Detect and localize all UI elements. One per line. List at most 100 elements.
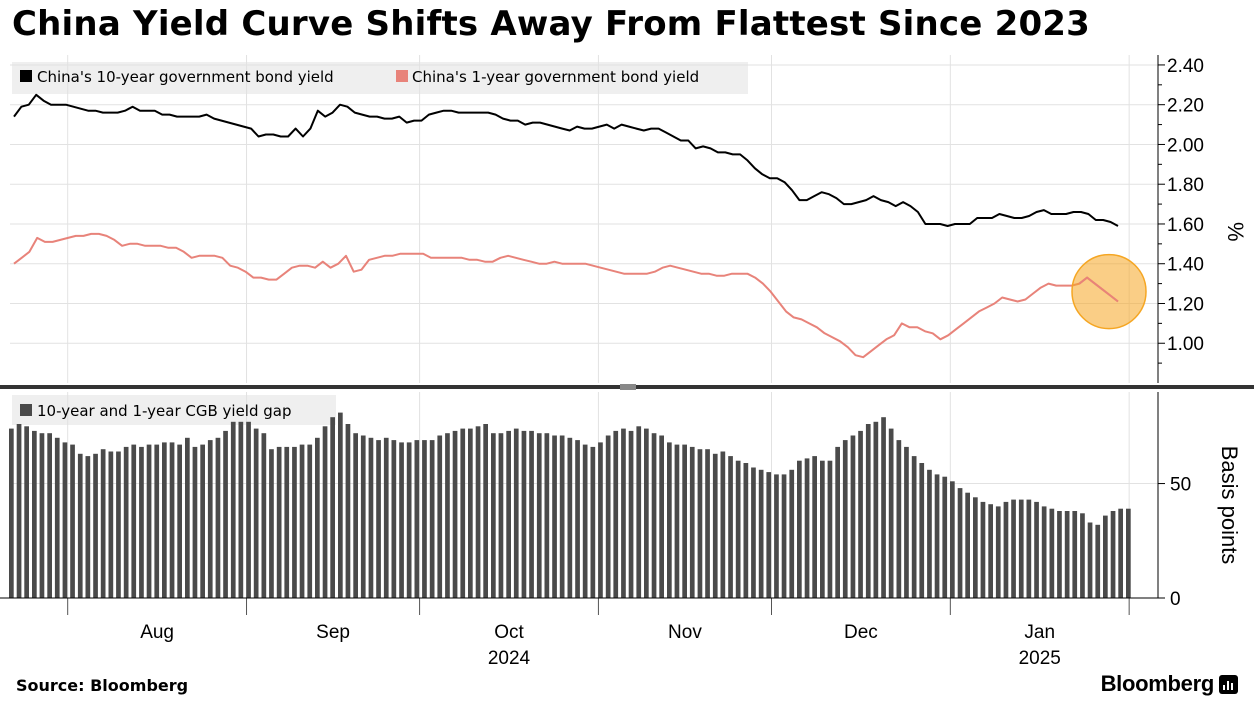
yield-gap-bar [253, 428, 259, 598]
x-tick-label: Aug [140, 622, 174, 643]
yield-gap-bar [827, 460, 833, 598]
yield-gap-bar [338, 412, 343, 598]
y-axis-title: % [1223, 222, 1248, 242]
yield-gap-bar [751, 467, 756, 598]
x-tick-label: Dec [844, 622, 878, 643]
yield-gap-bar [957, 488, 963, 598]
yield-gap-bar [705, 449, 710, 598]
yield-gap-bar [207, 440, 213, 598]
yield-gap-bar [605, 435, 611, 598]
yield-gap-bar [406, 442, 412, 598]
yield-gap-bar [383, 437, 389, 598]
yield-gap-bar [1041, 506, 1047, 598]
yield-gap-bar [261, 433, 267, 598]
highlight-circle [1071, 253, 1147, 330]
legend-label-one-year: China's 1-year government bond yield [412, 68, 699, 86]
one-year-yield-line [13, 232, 1119, 359]
x-year-label: 2024 [488, 648, 531, 669]
yield-gap-bar [483, 424, 488, 598]
yield-gap-bar [927, 469, 932, 598]
x-tick-label: Nov [668, 622, 702, 643]
yield-gap-bar [376, 440, 381, 598]
yield-gap-bar [988, 504, 993, 598]
gap-panel: 10-year and 1-year CGB yield gap [9, 402, 1131, 598]
yield-gap-bar [177, 444, 182, 598]
yield-gap-bar [200, 444, 205, 598]
yield-gap-bar [491, 433, 496, 598]
y-tick-label: 1.60 [1167, 215, 1204, 236]
yield-gap-bar [85, 456, 91, 598]
y-tick-label: 0 [1170, 589, 1181, 610]
yield-gap-bar [980, 501, 986, 598]
yield-gap-bar [613, 430, 619, 598]
yield-gap-bar [452, 430, 458, 598]
yield-gap-bar [774, 474, 779, 598]
bloomberg-wordmark: Bloomberg [1100, 671, 1215, 696]
yield-gap-bar [1011, 499, 1016, 598]
yield-gap-bar [238, 421, 244, 598]
y-tick-label: 1.40 [1167, 255, 1204, 276]
yield-gap-bar [682, 444, 687, 598]
yield-gap-bar [850, 435, 856, 598]
yield-gap-bar [24, 426, 29, 598]
yield-gap-bar [368, 437, 374, 598]
yield-gap-bar [651, 433, 657, 598]
yield-gap-bar [842, 440, 848, 598]
yield-gap-bar [911, 456, 917, 598]
yield-gap-bar [628, 430, 634, 598]
yield-gap-bar [552, 435, 557, 598]
bloomberg-logo-icon [1219, 675, 1238, 694]
yield-gap-bar [47, 433, 52, 598]
yield-gap-bar [1080, 513, 1085, 598]
yield-gap-bar [881, 417, 886, 598]
yield-gap-bar [230, 421, 236, 598]
axes: 2.40 2.20 2.00 1.80 1.60 1.40 1.20 1.00 50 0 Aug Se… [0, 55, 1254, 669]
yield-gap-bar [820, 460, 825, 598]
yield-gap-bar [506, 430, 511, 598]
y-axis-title: Basis points [1217, 446, 1242, 565]
yield-gap-bar [223, 430, 228, 598]
yield-gap-bar [429, 440, 435, 598]
yield-gap-bar [865, 424, 871, 598]
x-year-label: 2025 [1019, 648, 1061, 669]
yield-gap-bar [139, 446, 144, 598]
yield-gap-bar [276, 446, 282, 598]
yield-gap-bar [437, 435, 443, 598]
yield-gap-bar [674, 444, 680, 598]
y-tick-label: 2.20 [1167, 96, 1204, 117]
yield-gap-bar [32, 430, 37, 598]
x-tick-label: Jan [1024, 622, 1055, 643]
yield-gap-bar [414, 440, 420, 598]
yield-gap-bar [116, 451, 121, 598]
yield-gap-bar [896, 440, 902, 598]
yield-gap-bar [735, 460, 741, 598]
yield-gap-bar [100, 449, 106, 598]
yield-gap-bar [391, 440, 397, 598]
yield-gap-bar [582, 444, 588, 598]
y-tick-label: 2.40 [1167, 56, 1204, 77]
yield-gap-bar [1034, 501, 1039, 598]
yield-gap-bar [54, 437, 60, 598]
yield-gap-bar [9, 428, 14, 598]
legend-swatch-ten-year [20, 70, 32, 82]
yield-gap-bar [422, 440, 427, 598]
yield-gap-bar [919, 463, 925, 598]
yield-gap-bar [544, 433, 550, 598]
yield-gap-bar [345, 424, 351, 598]
legend-background [12, 62, 748, 94]
legend-swatch-yield-gap [20, 404, 32, 416]
yield-gap-bar [1018, 499, 1024, 598]
yield-gap-bar [812, 456, 817, 598]
yield-gap-bar [108, 451, 114, 598]
yield-gap-bar [934, 474, 940, 598]
yield-gap-bar [269, 449, 274, 598]
yield-gap-bar [1064, 511, 1070, 598]
yield-gap-bar [781, 474, 787, 598]
yield-gap-bar [215, 437, 221, 598]
yield-gap-bar [246, 421, 251, 598]
panel-divider-handle [620, 384, 636, 390]
yield-gap-bar [62, 442, 68, 598]
yield-gap-bar [766, 472, 772, 598]
yield-gap-bar [667, 442, 672, 598]
